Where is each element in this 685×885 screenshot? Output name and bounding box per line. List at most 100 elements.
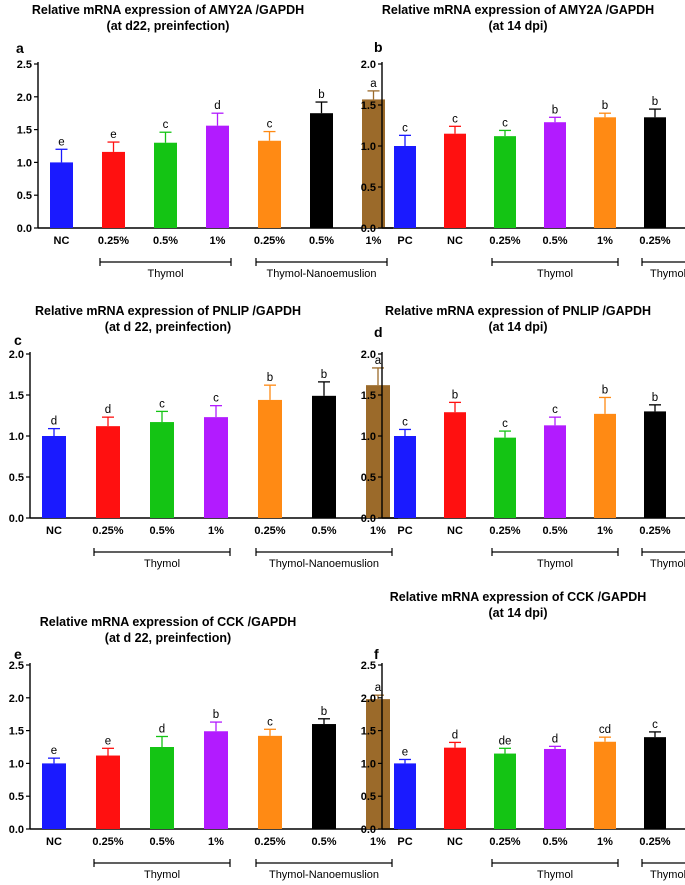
significance-letter: e bbox=[110, 129, 116, 141]
significance-letter: b bbox=[652, 392, 658, 404]
bar bbox=[644, 117, 666, 228]
bar bbox=[310, 113, 333, 228]
y-tick-label: 1.0 bbox=[9, 758, 24, 770]
x-tick-label: 0.25% bbox=[489, 836, 520, 848]
group-label: Thymol bbox=[144, 558, 180, 570]
bar bbox=[494, 753, 516, 829]
x-tick-label: 0.5% bbox=[309, 235, 334, 247]
bar bbox=[394, 146, 416, 228]
x-tick-label: 1% bbox=[597, 525, 613, 537]
bar bbox=[96, 755, 120, 829]
bar bbox=[206, 125, 229, 228]
x-tick-label: 0.25% bbox=[639, 525, 670, 537]
chart-panel-d: Relative mRNA expression of PNLIP /GAPDH… bbox=[361, 304, 685, 570]
significance-letter: cd bbox=[599, 724, 611, 736]
significance-letter: e bbox=[51, 745, 57, 757]
x-tick-label: NC bbox=[447, 836, 463, 848]
x-tick-label: NC bbox=[46, 525, 62, 537]
x-tick-label: 0.25% bbox=[254, 525, 285, 537]
x-tick-label: NC bbox=[447, 235, 463, 247]
significance-letter: b bbox=[602, 384, 608, 396]
chart-panel-c: Relative mRNA expression of PNLIP /GAPDH… bbox=[9, 304, 398, 570]
panel-letter: c bbox=[14, 332, 22, 348]
significance-letter: d bbox=[51, 416, 57, 428]
group-label: Thymol-Nanoemuslion bbox=[269, 869, 379, 881]
significance-letter: d bbox=[552, 733, 558, 745]
y-tick-label: 0.5 bbox=[361, 791, 376, 803]
y-tick-label: 2.0 bbox=[17, 92, 32, 104]
bar bbox=[204, 417, 228, 518]
significance-letter: c bbox=[652, 719, 658, 731]
significance-letter: d bbox=[105, 404, 111, 416]
significance-letter: c bbox=[267, 716, 273, 728]
x-tick-label: 1% bbox=[210, 235, 226, 247]
x-tick-label: 1% bbox=[370, 525, 386, 537]
x-tick-label: 0.5% bbox=[153, 235, 178, 247]
bar bbox=[494, 437, 516, 518]
y-tick-label: 1.5 bbox=[9, 726, 24, 738]
chart-subtitle: (at 14 dpi) bbox=[488, 19, 547, 33]
bar bbox=[444, 133, 466, 228]
y-tick-label: 1.0 bbox=[361, 758, 376, 770]
significance-letter: b bbox=[321, 706, 327, 718]
y-tick-label: 0.0 bbox=[361, 824, 376, 836]
significance-letter: c bbox=[163, 119, 169, 131]
y-tick-label: 0.5 bbox=[17, 190, 32, 202]
x-tick-label: 1% bbox=[208, 525, 224, 537]
group-label: Thymol bbox=[144, 869, 180, 881]
group-label: Thymol bbox=[537, 869, 573, 881]
x-tick-label: NC bbox=[447, 525, 463, 537]
x-tick-label: 0.5% bbox=[149, 836, 174, 848]
y-tick-label: 1.0 bbox=[361, 431, 376, 443]
significance-letter: b bbox=[552, 104, 558, 116]
y-tick-label: 1.0 bbox=[9, 431, 24, 443]
chart-title: Relative mRNA expression of AMY2A /GAPDH bbox=[32, 3, 304, 17]
bar bbox=[644, 737, 666, 829]
bar bbox=[204, 731, 228, 829]
significance-letter: c bbox=[402, 122, 408, 134]
significance-letter: c bbox=[402, 416, 408, 428]
y-tick-label: 2.0 bbox=[9, 693, 24, 705]
y-tick-label: 2.0 bbox=[9, 349, 24, 361]
chart-title: Relative mRNA expression of CCK /GAPDH bbox=[40, 615, 297, 629]
x-tick-label: 0.25% bbox=[254, 836, 285, 848]
significance-letter: b bbox=[321, 369, 327, 381]
chart-panel-b: Relative mRNA expression of AMY2A /GAPDH… bbox=[361, 3, 685, 280]
x-tick-label: 1% bbox=[208, 836, 224, 848]
bar bbox=[494, 136, 516, 228]
significance-letter: b bbox=[452, 389, 458, 401]
x-tick-label: 1% bbox=[597, 235, 613, 247]
chart-title: Relative mRNA expression of AMY2A /GAPDH bbox=[382, 3, 654, 17]
x-tick-label: 0.25% bbox=[489, 235, 520, 247]
y-tick-label: 0.5 bbox=[9, 472, 24, 484]
significance-letter: c bbox=[502, 117, 508, 129]
bar bbox=[544, 122, 566, 228]
panel-letter: b bbox=[374, 39, 383, 55]
significance-letter: b bbox=[652, 96, 658, 108]
x-tick-label: PC bbox=[397, 235, 412, 247]
y-tick-label: 2.0 bbox=[361, 693, 376, 705]
y-tick-label: 1.5 bbox=[361, 100, 376, 112]
x-tick-label: 1% bbox=[597, 836, 613, 848]
y-tick-label: 2.5 bbox=[17, 59, 32, 71]
bar bbox=[394, 763, 416, 829]
bar bbox=[312, 395, 336, 518]
y-tick-label: 1.5 bbox=[361, 390, 376, 402]
significance-letter: e bbox=[402, 746, 408, 758]
x-tick-label: 0.5% bbox=[311, 836, 336, 848]
x-tick-label: 0.5% bbox=[149, 525, 174, 537]
bar bbox=[150, 422, 174, 518]
chart-subtitle: (at d22, preinfection) bbox=[107, 19, 230, 33]
y-tick-label: 0.0 bbox=[361, 513, 376, 525]
significance-letter: a bbox=[375, 355, 382, 367]
y-tick-label: 2.5 bbox=[361, 660, 376, 672]
y-tick-label: 2.0 bbox=[361, 349, 376, 361]
x-tick-label: NC bbox=[54, 235, 70, 247]
bar bbox=[594, 117, 616, 228]
bar bbox=[258, 140, 281, 228]
bar bbox=[102, 151, 125, 228]
x-tick-label: 1% bbox=[366, 235, 382, 247]
y-tick-label: 0.0 bbox=[9, 824, 24, 836]
bar bbox=[366, 385, 390, 518]
group-label: Thymol bbox=[537, 558, 573, 570]
